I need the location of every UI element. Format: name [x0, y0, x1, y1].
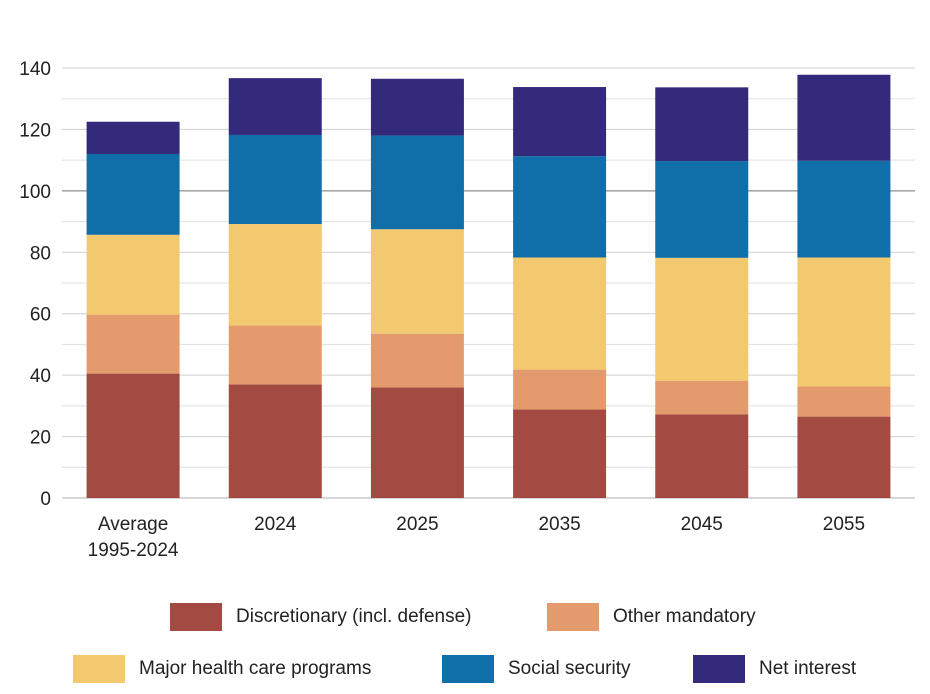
x-tick-label: 2035 — [538, 514, 580, 535]
bar-segment — [370, 387, 464, 498]
bar-segment — [370, 229, 464, 334]
bar-segment — [655, 414, 749, 498]
bar-segment — [228, 325, 322, 385]
y-tick-label: 20 — [30, 428, 51, 449]
legend-label: Major health care programs — [139, 658, 372, 679]
legend-label: Other mandatory — [613, 606, 756, 627]
bar-segment — [797, 257, 891, 387]
y-tick-label: 0 — [40, 489, 51, 510]
bar-segment — [655, 380, 749, 415]
bar-segment — [797, 160, 891, 258]
x-tick-label: 2055 — [823, 514, 865, 535]
bar-segment — [655, 87, 749, 162]
y-tick-label: 80 — [30, 243, 51, 264]
bar-segment — [86, 373, 180, 498]
bar-segment — [86, 314, 180, 374]
bar-segment — [228, 384, 322, 498]
bar-segment — [513, 87, 607, 157]
legend-item-major-health-care: Major health care programs — [73, 654, 371, 684]
bar-segment — [797, 386, 891, 417]
x-axis-labels: Average 1995-2024 2024 2025 2035 2045 2055 — [88, 514, 865, 561]
y-tick-label: 40 — [30, 366, 51, 387]
y-tick-label: 60 — [30, 305, 51, 326]
bar-segment — [513, 257, 607, 370]
bar-segment — [86, 154, 180, 235]
x-tick-label: 2024 — [254, 514, 297, 535]
bar-segment — [655, 161, 749, 258]
y-tick-label: 120 — [19, 120, 51, 141]
bar-segment — [370, 78, 464, 136]
bars — [86, 74, 891, 498]
bar-segment — [513, 156, 607, 258]
bar-segment — [228, 224, 322, 326]
legend-label: Net interest — [759, 658, 857, 679]
y-tick-label: 100 — [19, 182, 51, 203]
legend-row-1: Discretionary (incl. defense) Other mand… — [0, 602, 930, 632]
gridlines — [62, 67, 915, 499]
bar-segment — [655, 257, 749, 381]
legend-label: Discretionary (incl. defense) — [236, 606, 472, 627]
x-tick-label: 2045 — [681, 514, 723, 535]
legend-swatch — [170, 603, 222, 631]
legend-item-other-mandatory: Other mandatory — [547, 602, 756, 632]
legend-swatch — [442, 655, 494, 683]
y-tick-label: 140 — [19, 59, 51, 80]
legend-item-net-interest: Net interest — [693, 654, 856, 684]
bar-segment — [513, 409, 607, 498]
bar-segment — [513, 369, 607, 410]
bar-segment — [370, 333, 464, 388]
legend-swatch — [73, 655, 125, 683]
x-tick-label: Average 1995-2024 — [88, 514, 179, 561]
bar-segment — [228, 134, 322, 225]
legend-swatch — [693, 655, 745, 683]
bar-segment — [797, 74, 891, 161]
y-axis-ticks: 0 20 40 60 80 100 120 140 — [19, 59, 51, 510]
legend-row-2: Major health care programs Social securi… — [0, 654, 930, 684]
legend-swatch — [547, 603, 599, 631]
bar-segment — [370, 135, 464, 230]
bar-segment — [86, 121, 180, 154]
legend-label: Social security — [508, 658, 631, 679]
stacked-bar-chart: 0 20 40 60 80 100 120 140 Average 1995-2024 2024 2… — [19, 59, 915, 561]
bar-segment — [86, 234, 180, 315]
x-tick-label: 2025 — [396, 514, 438, 535]
bar-segment — [228, 78, 322, 135]
legend-item-discretionary: Discretionary (incl. defense) — [170, 602, 471, 632]
bar-segment — [797, 416, 891, 498]
legend-item-social-security: Social security — [442, 654, 631, 684]
